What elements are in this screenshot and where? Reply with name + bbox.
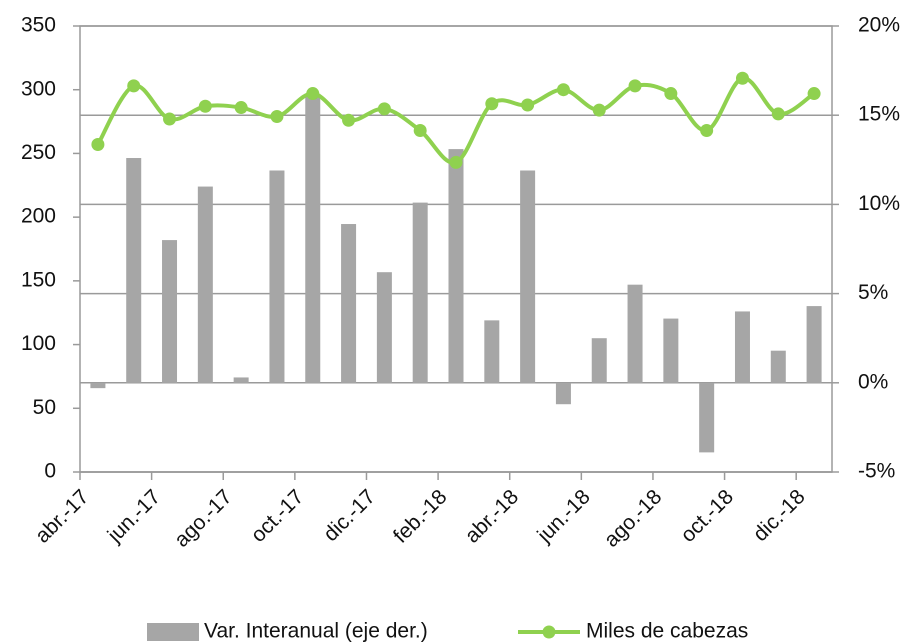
- bar: [555, 382, 571, 405]
- line-marker: [485, 97, 499, 111]
- y-tick-label: 150: [21, 268, 56, 291]
- legend-swatch: [542, 625, 556, 639]
- bar: [162, 240, 178, 383]
- line-marker: [664, 87, 678, 101]
- bar: [305, 93, 321, 383]
- bar: [126, 158, 142, 383]
- line-marker: [198, 99, 212, 113]
- x-tick-label: jun.-18: [532, 485, 594, 547]
- bar: [341, 224, 357, 383]
- bar: [699, 382, 715, 453]
- line-marker: [306, 87, 320, 101]
- line-marker: [163, 112, 177, 126]
- y-tick-label: 200: [21, 205, 56, 228]
- x-tick-label: oct.-17: [247, 485, 309, 547]
- line-marker: [234, 101, 248, 115]
- line-marker: [556, 83, 570, 97]
- line-marker: [771, 107, 785, 121]
- x-tick-label: abr.-17: [31, 485, 94, 548]
- line-marker: [127, 79, 141, 93]
- line-marker: [377, 102, 391, 116]
- x-tick-label: dic.-18: [749, 485, 810, 546]
- bar: [734, 311, 750, 383]
- y2-tick-label: -5%: [858, 460, 895, 483]
- x-tick-label: abr.-18: [461, 485, 524, 548]
- x-tick-label: jun.-17: [103, 485, 165, 547]
- bar: [806, 306, 822, 383]
- bar: [770, 350, 786, 383]
- bar: [663, 318, 679, 383]
- line-marker: [735, 71, 749, 85]
- legend-label: Miles de cabezas: [586, 620, 748, 643]
- line-marker: [628, 79, 642, 93]
- y-tick-label: 100: [21, 332, 56, 355]
- x-tick-label: oct.-18: [676, 485, 738, 547]
- bar: [591, 338, 607, 383]
- bar: [412, 202, 428, 383]
- y2-tick-label: 15%: [858, 103, 900, 126]
- bar: [520, 170, 536, 383]
- line-marker: [91, 138, 105, 152]
- legend-label: Var. Interanual (eje der.): [204, 620, 428, 643]
- line-marker: [413, 123, 427, 137]
- y-tick-label: 300: [21, 77, 56, 100]
- y-tick-label: 0: [44, 460, 56, 483]
- line-marker: [807, 87, 821, 101]
- line-marker: [270, 109, 284, 123]
- x-tick-label: feb.-18: [389, 485, 452, 548]
- y2-tick-label: 20%: [858, 14, 900, 37]
- bar: [233, 377, 249, 383]
- bar: [448, 149, 464, 383]
- line-marker: [592, 103, 606, 117]
- bar: [269, 170, 285, 383]
- bar: [90, 382, 106, 389]
- bar: [197, 186, 213, 383]
- x-tick-label: ago.-18: [600, 485, 667, 552]
- line-marker: [449, 155, 463, 169]
- y-tick-label: 250: [21, 141, 56, 164]
- y-tick-label: 350: [21, 14, 56, 37]
- line-marker: [700, 123, 714, 137]
- x-tick-label: dic.-17: [319, 485, 380, 546]
- y2-tick-label: 5%: [858, 281, 888, 304]
- bar: [376, 272, 392, 383]
- x-tick-label: ago.-17: [170, 485, 237, 552]
- y2-tick-label: 10%: [858, 192, 900, 215]
- line-marker: [342, 113, 356, 127]
- y2-tick-label: 0%: [858, 370, 888, 393]
- y-tick-label: 50: [33, 396, 56, 419]
- line-marker: [521, 98, 535, 112]
- bar: [627, 284, 643, 383]
- legend-swatch: [147, 623, 199, 641]
- bar: [484, 320, 500, 383]
